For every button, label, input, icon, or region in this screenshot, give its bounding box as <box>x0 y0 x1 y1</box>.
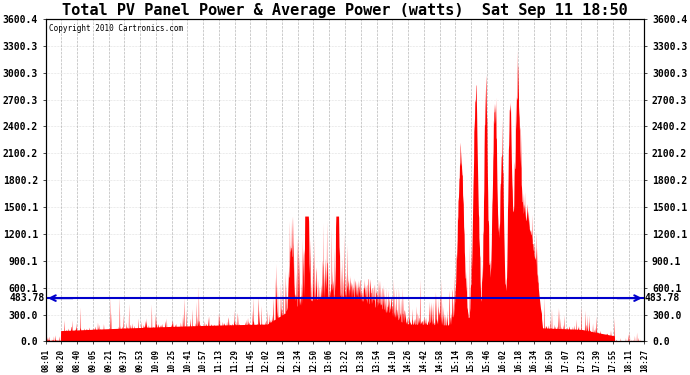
Text: Copyright 2010 Cartronics.com: Copyright 2010 Cartronics.com <box>49 24 183 33</box>
Title: Total PV Panel Power & Average Power (watts)  Sat Sep 11 18:50: Total PV Panel Power & Average Power (wa… <box>62 3 628 18</box>
Text: 483.78: 483.78 <box>10 293 45 303</box>
Text: 483.78: 483.78 <box>645 293 680 303</box>
